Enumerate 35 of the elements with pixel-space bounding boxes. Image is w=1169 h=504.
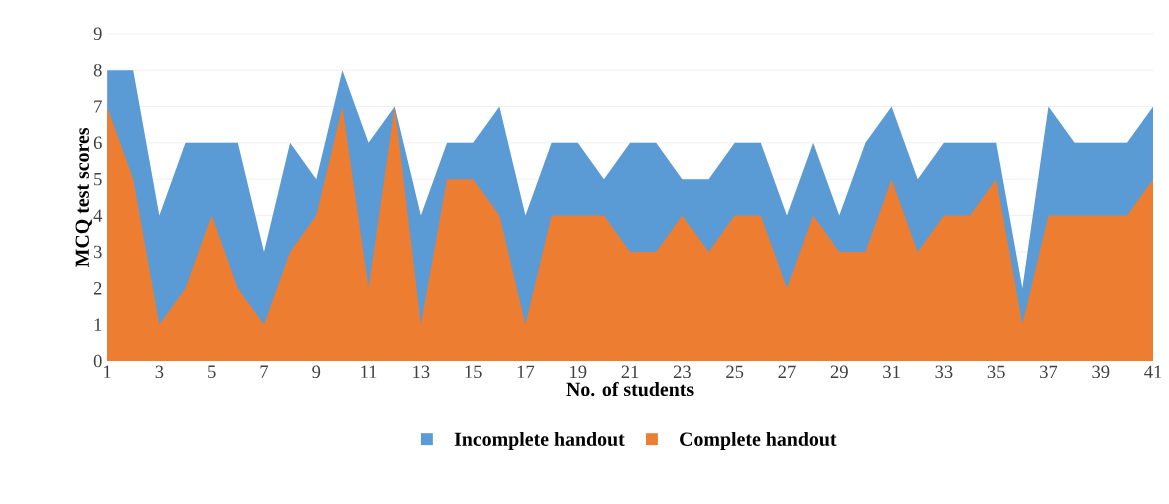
x-tick-label: 35	[987, 365, 1005, 379]
y-tick-label: 2	[93, 282, 102, 295]
x-tick-label: 7	[260, 365, 269, 378]
y-tick-label: 4	[93, 209, 103, 222]
x-tick-label: 21	[621, 365, 639, 378]
x-tick-label: 25	[726, 365, 744, 379]
y-tick-label: 8	[93, 63, 102, 77]
x-tick-label: 1	[104, 365, 111, 378]
x-tick-label: 27	[778, 365, 796, 378]
legend-label: Complete handout	[680, 431, 837, 450]
x-tick-label: 17	[517, 365, 535, 378]
y-tick-label: 1	[94, 318, 102, 331]
y-tick-label: 6	[93, 136, 102, 150]
x-tick-label: 15	[465, 365, 482, 379]
x-axis-title: No. of students	[566, 381, 694, 397]
x-tick-label: 39	[1092, 365, 1110, 379]
x-tick-label: 19	[570, 365, 587, 379]
legend-label: Incomplete handout	[454, 431, 625, 450]
y-axis-title: MCQ test scores	[75, 127, 92, 267]
x-tick-label: 13	[413, 365, 430, 379]
y-tick-label: 3	[94, 245, 102, 259]
x-tick-label: 23	[673, 365, 691, 379]
x-tick-label: 9	[312, 365, 321, 379]
x-tick-label: 33	[935, 365, 953, 379]
x-tick-label: 29	[830, 365, 848, 379]
x-tick-label: 3	[155, 365, 164, 379]
x-tick-label: 41	[1144, 365, 1162, 378]
y-tick-label: 5	[94, 172, 102, 186]
x-tick-label: 11	[361, 365, 377, 378]
y-tick-label: 0	[93, 354, 102, 368]
x-tick-label: 5	[208, 365, 216, 378]
x-tick-label: 31	[883, 365, 900, 379]
y-tick-label: 7	[94, 100, 102, 113]
y-tick-label: 9	[93, 27, 102, 41]
x-tick-label: 37	[1040, 365, 1058, 379]
